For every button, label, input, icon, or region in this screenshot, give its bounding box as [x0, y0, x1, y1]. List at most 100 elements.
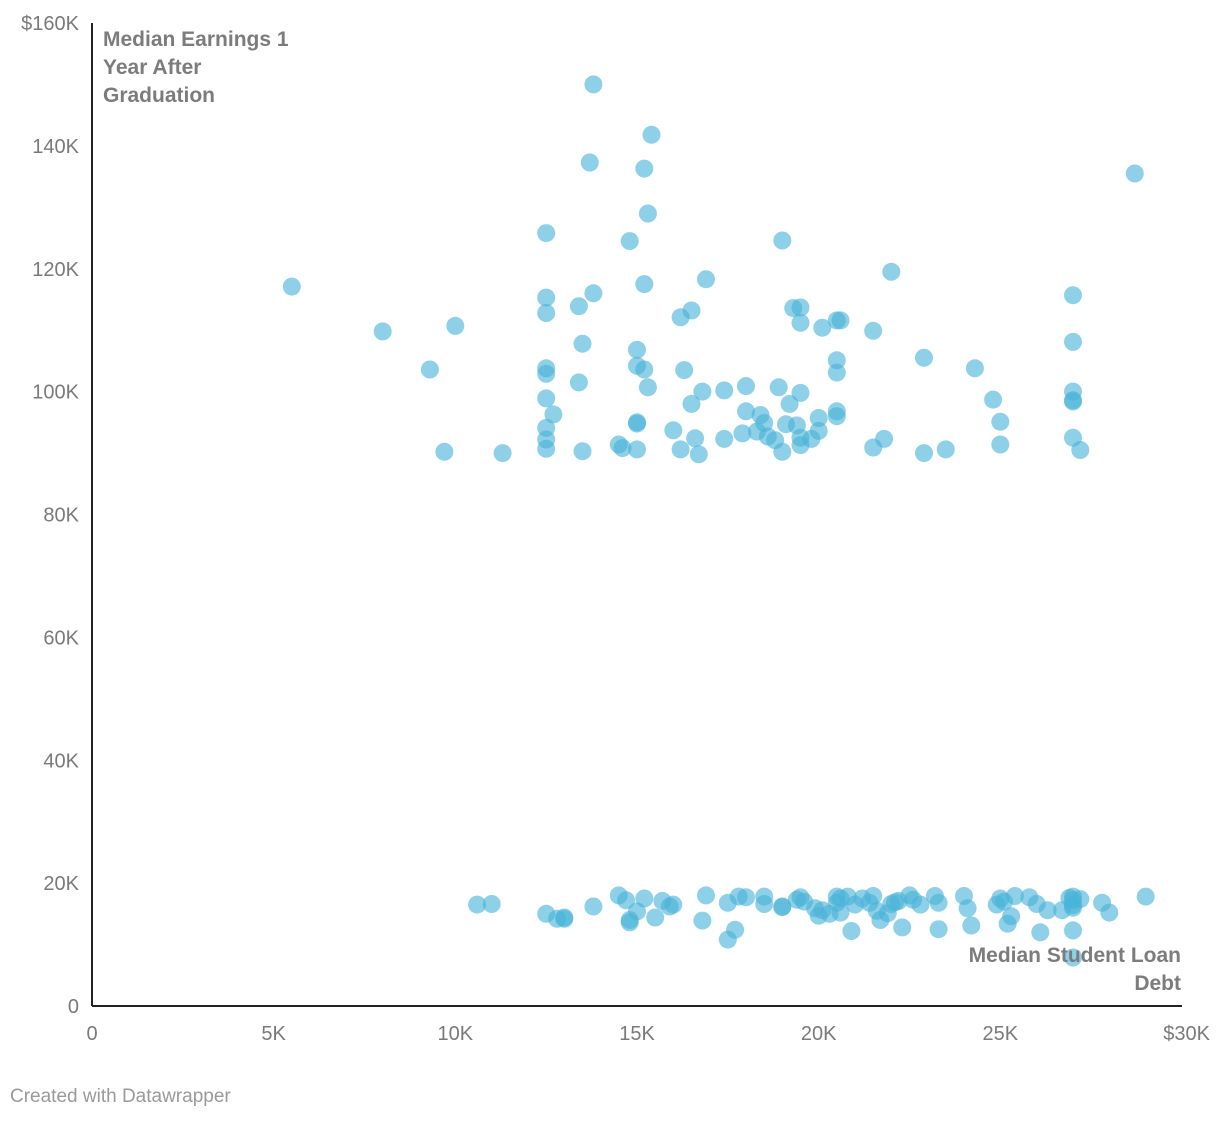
data-point[interactable]	[482, 895, 501, 913]
data-point[interactable]	[882, 262, 901, 281]
data-point[interactable]	[689, 445, 708, 464]
data-point[interactable]	[965, 359, 984, 378]
data-point[interactable]	[646, 908, 665, 927]
data-point[interactable]	[569, 297, 588, 316]
data-point[interactable]	[813, 318, 832, 337]
data-point[interactable]	[420, 360, 439, 379]
data-point[interactable]	[373, 322, 392, 341]
data-point[interactable]	[697, 270, 715, 289]
data-point[interactable]	[675, 361, 694, 380]
data-point[interactable]	[282, 277, 301, 296]
data-point[interactable]	[1064, 332, 1082, 351]
data-point[interactable]	[573, 442, 592, 461]
data-point[interactable]	[831, 311, 850, 330]
data-point[interactable]	[584, 75, 603, 94]
data-point[interactable]	[617, 891, 636, 910]
data-point[interactable]	[842, 922, 861, 940]
data-point[interactable]	[893, 918, 912, 937]
data-point[interactable]	[664, 421, 683, 440]
data-point[interactable]	[726, 920, 745, 939]
data-point[interactable]	[791, 298, 810, 317]
data-point[interactable]	[915, 444, 933, 463]
data-point[interactable]	[827, 363, 846, 382]
data-point[interactable]	[1064, 921, 1082, 940]
data-point[interactable]	[1125, 164, 1144, 183]
data-point[interactable]	[671, 440, 690, 459]
data-point[interactable]	[831, 903, 850, 922]
data-point[interactable]	[537, 364, 556, 383]
data-point[interactable]	[1071, 441, 1090, 459]
data-point[interactable]	[929, 920, 948, 939]
data-point[interactable]	[1136, 887, 1155, 906]
data-point[interactable]	[991, 412, 1010, 431]
data-point[interactable]	[864, 321, 883, 340]
data-point[interactable]	[682, 394, 701, 413]
data-point[interactable]	[573, 334, 592, 353]
data-point[interactable]	[780, 394, 799, 413]
data-point[interactable]	[693, 382, 712, 401]
data-point[interactable]	[1038, 901, 1057, 920]
data-point[interactable]	[984, 390, 1003, 409]
data-point[interactable]	[537, 224, 556, 243]
data-point[interactable]	[686, 429, 705, 448]
data-point[interactable]	[537, 304, 556, 322]
data-point[interactable]	[827, 351, 846, 370]
data-point[interactable]	[1100, 903, 1119, 922]
data-point[interactable]	[827, 407, 846, 426]
data-point[interactable]	[958, 899, 977, 918]
data-point[interactable]	[1064, 392, 1082, 411]
data-point[interactable]	[537, 389, 556, 408]
data-point[interactable]	[1005, 887, 1024, 905]
data-point[interactable]	[737, 888, 755, 907]
data-point[interactable]	[1064, 948, 1082, 967]
data-point[interactable]	[628, 440, 646, 459]
data-point[interactable]	[628, 414, 646, 433]
data-point[interactable]	[991, 435, 1010, 454]
data-point[interactable]	[537, 439, 556, 458]
data-point[interactable]	[715, 381, 734, 400]
data-point[interactable]	[613, 439, 632, 458]
data-point[interactable]	[755, 887, 774, 906]
data-point[interactable]	[773, 231, 792, 250]
data-point[interactable]	[584, 284, 603, 303]
data-point[interactable]	[936, 440, 955, 459]
data-point[interactable]	[737, 402, 755, 421]
data-point[interactable]	[1031, 923, 1050, 942]
data-point[interactable]	[1071, 890, 1090, 909]
data-point[interactable]	[635, 159, 654, 178]
data-point[interactable]	[638, 204, 657, 223]
data-point[interactable]	[635, 360, 654, 379]
data-point[interactable]	[773, 898, 792, 917]
data-point[interactable]	[584, 897, 603, 916]
data-point[interactable]	[638, 378, 657, 397]
data-point[interactable]	[911, 895, 930, 914]
data-point[interactable]	[544, 405, 563, 424]
data-point[interactable]	[642, 125, 661, 144]
data-point[interactable]	[635, 275, 654, 294]
data-point[interactable]	[1064, 286, 1082, 305]
data-point[interactable]	[671, 308, 690, 327]
data-point[interactable]	[1002, 907, 1021, 926]
data-point[interactable]	[446, 316, 465, 335]
data-point[interactable]	[580, 153, 599, 172]
data-point[interactable]	[697, 886, 715, 905]
data-point[interactable]	[769, 378, 788, 397]
data-point[interactable]	[555, 908, 574, 927]
data-point[interactable]	[864, 438, 883, 457]
data-point[interactable]	[664, 895, 683, 914]
data-point[interactable]	[791, 313, 810, 332]
data-point[interactable]	[715, 429, 734, 448]
data-point[interactable]	[929, 893, 948, 912]
data-point[interactable]	[693, 911, 712, 930]
data-point[interactable]	[773, 442, 792, 461]
data-point[interactable]	[569, 373, 588, 392]
data-point[interactable]	[435, 442, 454, 461]
data-point[interactable]	[791, 383, 810, 402]
data-point[interactable]	[620, 232, 639, 251]
data-point[interactable]	[537, 288, 556, 307]
data-point[interactable]	[864, 887, 883, 905]
data-point[interactable]	[635, 889, 654, 908]
data-point[interactable]	[809, 409, 828, 427]
data-point[interactable]	[962, 916, 981, 935]
data-point[interactable]	[468, 895, 487, 914]
